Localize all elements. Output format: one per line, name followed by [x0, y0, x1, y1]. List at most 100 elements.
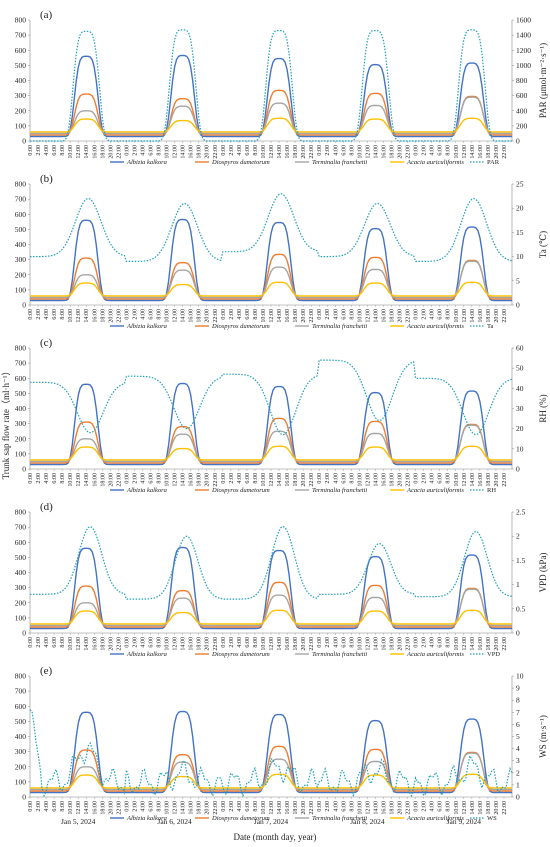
hour-tick-label: 22:00	[213, 473, 219, 487]
hour-tick-label: 20:00	[398, 145, 404, 159]
right-tick-label: 10	[516, 444, 524, 453]
right-tick-label: 1000	[516, 61, 531, 70]
hour-tick-label: 16:00	[478, 145, 484, 159]
hour-tick-label: 10:00	[68, 309, 74, 323]
hour-tick-label: 14:00	[277, 309, 283, 323]
hour-tick-label: 14:00	[181, 309, 187, 323]
hour-tick-label: 8:00	[349, 309, 355, 320]
hour-tick-label: 2:00	[325, 309, 331, 320]
hour-tick-label: 18:00	[197, 145, 203, 159]
hour-tick-label: 22:00	[309, 801, 315, 815]
right-axis-label: VPD (kPa)	[538, 553, 548, 593]
right-tick-label: 4	[516, 744, 520, 753]
right-tick-label: 200	[516, 121, 528, 130]
hour-tick-label: 2:00	[229, 309, 235, 320]
hour-tick-label: 20:00	[205, 637, 211, 651]
hour-tick-label: 10:00	[165, 637, 171, 651]
hour-tick-label: 22:00	[406, 637, 412, 651]
hour-tick-label: 2:00	[422, 801, 428, 812]
hour-tick-label: 2:00	[132, 801, 138, 812]
hour-tick-label: 16:00	[381, 309, 387, 323]
hour-tick-label: 8:00	[446, 801, 452, 812]
hour-tick-label: 12:00	[462, 309, 468, 323]
hour-tick-label: 14:00	[84, 145, 90, 159]
right-tick-label: 9	[516, 684, 520, 693]
hour-tick-label: 6:00	[245, 637, 251, 648]
hour-tick-label: 6:00	[438, 473, 444, 484]
hour-tick-label: 4:00	[430, 145, 436, 156]
hour-tick-label: 14:00	[470, 473, 476, 487]
hour-tick-label: 0:00	[124, 309, 130, 320]
hour-tick-label: 8:00	[157, 801, 163, 812]
hour-tick-label: 4:00	[333, 637, 339, 648]
series-line-4	[30, 281, 512, 297]
hour-tick-label: 8:00	[157, 309, 163, 320]
hour-tick-label: 14:00	[470, 637, 476, 651]
right-tick-label: 0	[516, 793, 520, 802]
hour-tick-label: 2:00	[36, 309, 42, 320]
hour-tick-label: 12:00	[173, 145, 179, 159]
shared-y-label: Trunk sap flow rate（ml·h⁻¹）	[1, 367, 11, 480]
left-tick-label: 0	[22, 793, 26, 802]
right-tick-label: 2	[516, 532, 520, 541]
right-tick-label: 1200	[516, 46, 531, 55]
right-tick-label: 0.5	[516, 604, 526, 613]
hour-tick-label: 14:00	[181, 473, 187, 487]
hour-tick-label: 4:00	[237, 145, 243, 156]
hour-tick-label: 18:00	[390, 801, 396, 815]
left-tick-label: 300	[15, 255, 27, 264]
series-line-1	[30, 382, 512, 466]
right-tick-label: 20	[516, 424, 524, 433]
hour-tick-label: 16:00	[189, 637, 195, 651]
hour-tick-label: 12:00	[173, 473, 179, 487]
hour-tick-label: 16:00	[478, 473, 484, 487]
hour-tick-label: 8:00	[253, 309, 259, 320]
hour-tick-label: 16:00	[381, 473, 387, 487]
hour-tick-label: 6:00	[52, 309, 58, 320]
hour-tick-label: 14:00	[373, 145, 379, 159]
series-line-3	[30, 588, 512, 627]
left-tick-label: 300	[15, 419, 27, 428]
legend-label-4: Acacia auriculiformis	[406, 487, 464, 494]
legend-label-1: Albizia kalkora	[126, 487, 167, 494]
hour-tick-label: 0:00	[414, 637, 420, 648]
right-tick-label: 400	[516, 106, 528, 115]
hour-tick-label: 22:00	[406, 801, 412, 815]
hour-tick-label: 6:00	[341, 637, 347, 648]
hour-tick-label: 4:00	[430, 309, 436, 320]
right-axis-label: RH (%)	[538, 394, 548, 422]
hour-tick-label: 4:00	[44, 309, 50, 320]
hour-tick-label: 4:00	[237, 801, 243, 812]
hour-tick-label: 14:00	[470, 309, 476, 323]
hour-tick-label: 0:00	[28, 473, 34, 484]
hour-tick-label: 8:00	[157, 145, 163, 156]
hour-tick-label: 12:00	[173, 637, 179, 651]
env-line	[30, 29, 512, 142]
hour-tick-label: 16:00	[381, 145, 387, 159]
hour-tick-label: 16:00	[285, 801, 291, 815]
left-tick-label: 500	[15, 389, 27, 398]
left-tick-label: 200	[15, 270, 27, 279]
hour-tick-label: 14:00	[84, 637, 90, 651]
legend-label-env: Ta	[487, 323, 494, 330]
hour-tick-label: 22:00	[502, 145, 508, 159]
hour-tick-label: 14:00	[84, 473, 90, 487]
hour-tick-label: 14:00	[373, 801, 379, 815]
hour-tick-label: 6:00	[149, 145, 155, 156]
hour-tick-label: 4:00	[333, 801, 339, 812]
hour-tick-label: 0:00	[414, 801, 420, 812]
legend-label-3: Terminalia franchetii	[312, 651, 367, 658]
hour-tick-label: 12:00	[365, 145, 371, 159]
hour-tick-label: 20:00	[398, 801, 404, 815]
hour-tick-label: 0:00	[221, 473, 227, 484]
hour-tick-label: 20:00	[494, 473, 500, 487]
series-line-4	[30, 773, 512, 789]
hour-tick-label: 8:00	[253, 473, 259, 484]
hour-tick-label: 4:00	[333, 309, 339, 320]
right-tick-label: 50	[516, 364, 524, 373]
hour-tick-label: 14:00	[84, 801, 90, 815]
hour-tick-label: 20:00	[301, 309, 307, 323]
hour-tick-label: 20:00	[398, 637, 404, 651]
left-tick-label: 500	[15, 553, 27, 562]
hour-tick-label: 2:00	[325, 145, 331, 156]
